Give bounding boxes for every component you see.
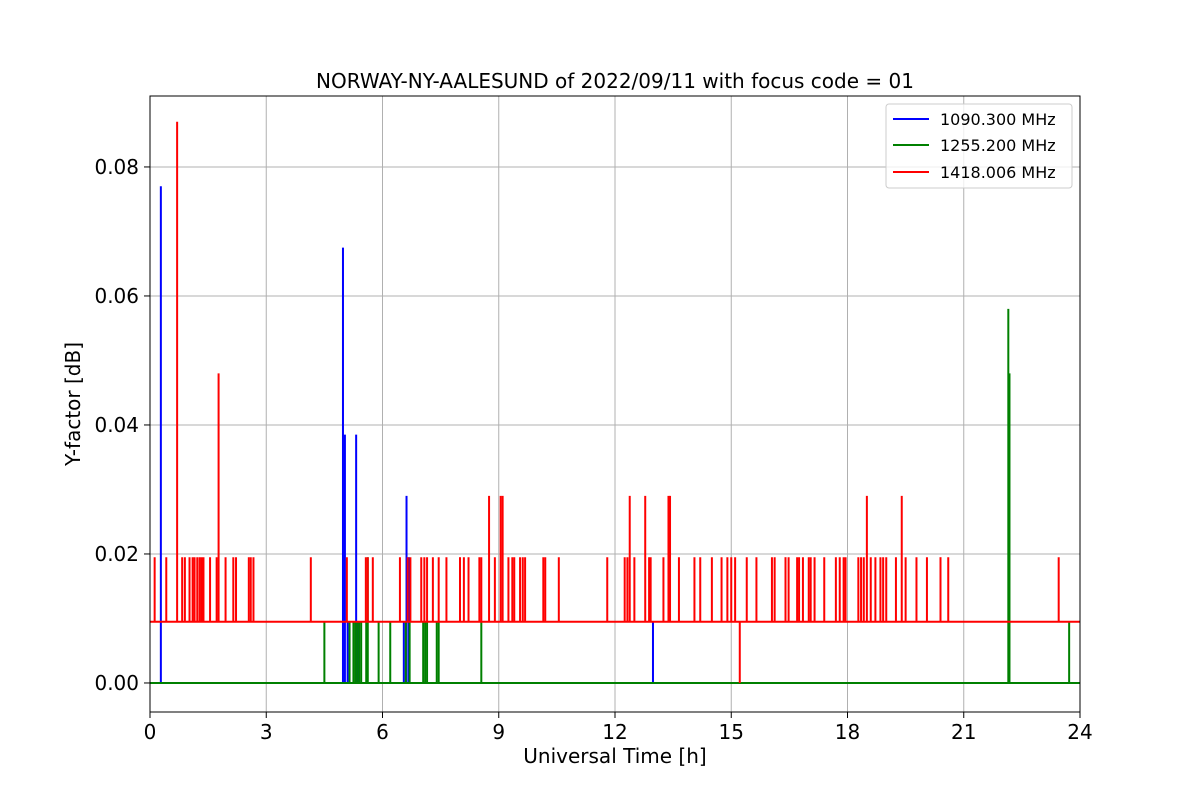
x-tick-label: 3 [260,720,273,744]
x-tick-label: 24 [1067,720,1092,744]
legend-label-1255: 1255.200 MHz [940,136,1056,155]
y-tick-label: 0.04 [94,413,139,437]
x-tick-label: 21 [951,720,976,744]
legend: 1090.300 MHz 1255.200 MHz 1418.006 MHz [885,103,1073,189]
y-tick-label: 0.08 [94,155,139,179]
x-tick-label: 0 [144,720,157,744]
x-tick-label: 18 [835,720,860,744]
series-layer [150,121,1080,684]
legend-label-1418: 1418.006 MHz [940,163,1056,182]
x-axis-label: Universal Time [h] [523,744,706,768]
legend-frame [885,103,1073,189]
chart-title: NORWAY-NY-AALESUND of 2022/09/11 with fo… [316,69,914,93]
y-axis-label: Y-factor [dB] [61,342,85,467]
y-tick-label: 0.06 [94,284,139,308]
axis-ticks: 0 3 6 9 12 15 18 21 24 0.00 0.02 0.04 0.06 0.08 [94,155,1092,744]
series-3 [150,121,1080,683]
series-2 [150,308,1080,684]
y-tick-label: 0.00 [94,671,139,695]
x-tick-label: 9 [492,720,505,744]
x-tick-label: 6 [376,720,389,744]
x-tick-label: 15 [719,720,744,744]
legend-label-1090: 1090.300 MHz [940,110,1056,129]
y-tick-label: 0.02 [94,542,139,566]
x-tick-label: 12 [602,720,627,744]
